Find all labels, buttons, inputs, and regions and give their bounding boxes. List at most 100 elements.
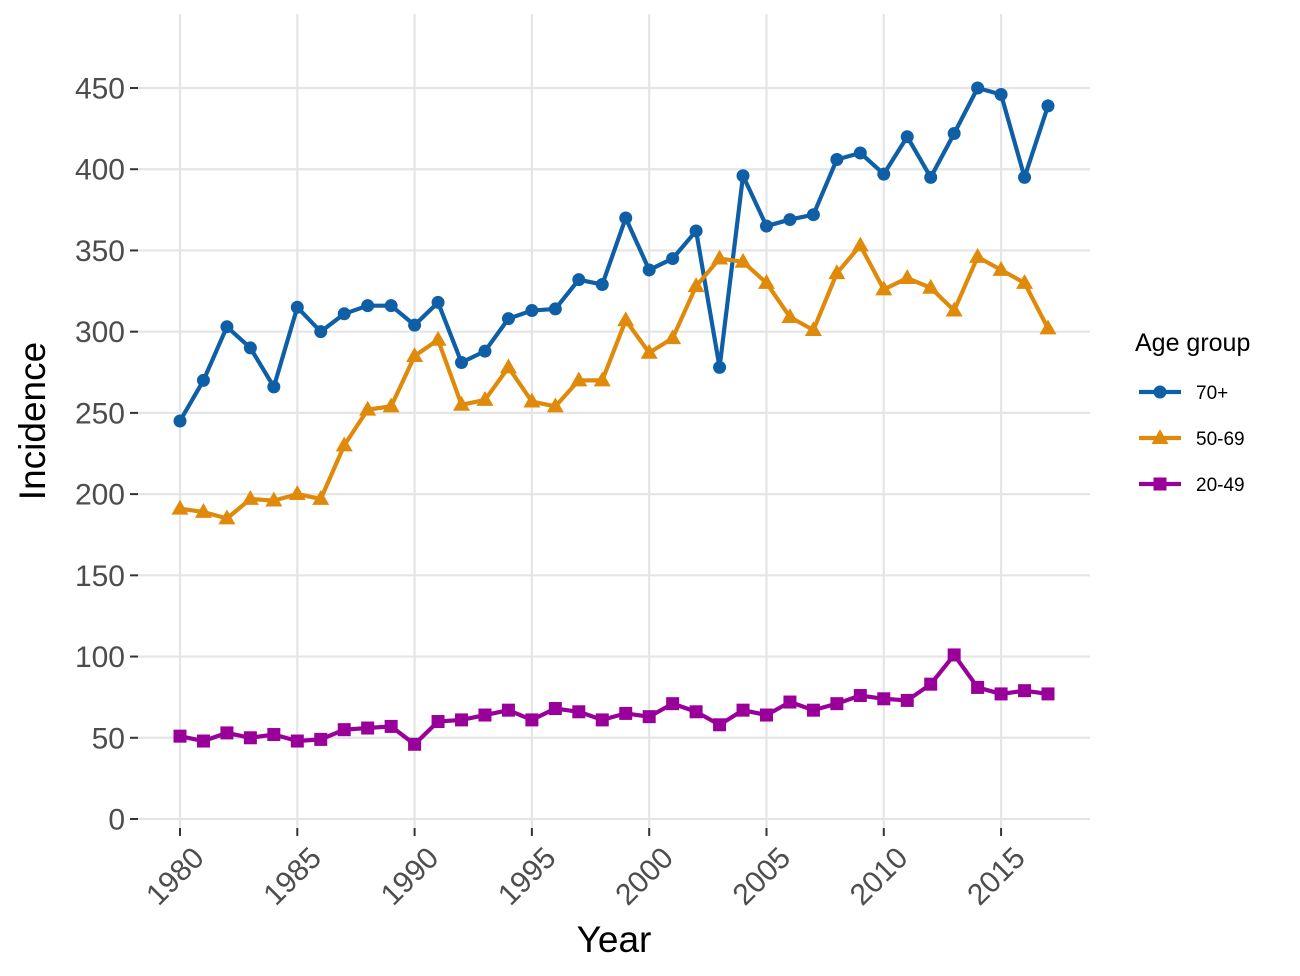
data-point-50-69 <box>429 330 447 346</box>
data-point-20-49 <box>689 705 703 719</box>
data-point-70 <box>994 87 1008 101</box>
y-tick-label: 300 <box>75 316 125 349</box>
x-tick-label: 1980 <box>140 841 211 912</box>
data-point-70 <box>431 295 445 309</box>
data-point-70 <box>1041 99 1055 113</box>
data-point-70 <box>759 219 773 233</box>
data-point-20-49 <box>525 713 539 727</box>
data-point-70 <box>971 81 985 95</box>
legend-key-marker <box>1153 385 1167 399</box>
data-point-20-49 <box>314 732 328 746</box>
data-point-20-49 <box>759 708 773 722</box>
series-50-69 <box>171 236 1057 525</box>
x-tick-label: 2010 <box>844 841 915 912</box>
data-point-20-49 <box>830 697 844 711</box>
plot-area <box>171 81 1057 751</box>
data-point-70 <box>1018 170 1032 184</box>
data-point-20-49 <box>1018 684 1032 698</box>
series-70 <box>173 81 1055 428</box>
legend-key-marker <box>1153 477 1167 491</box>
data-point-70 <box>314 325 328 339</box>
data-point-20-49 <box>900 693 914 707</box>
y-axis-title: Incidence <box>12 342 53 500</box>
series-20-49 <box>173 648 1055 751</box>
data-point-50-69 <box>171 499 189 515</box>
data-point-20-49 <box>384 719 398 733</box>
data-point-70 <box>830 152 844 166</box>
data-point-50-69 <box>875 280 893 296</box>
legend-item-70: 70+ <box>1139 383 1228 404</box>
x-tick-label: 2005 <box>727 841 798 912</box>
legend-key-marker <box>1151 429 1169 444</box>
data-point-50-69 <box>734 252 752 268</box>
data-point-50-69 <box>546 397 564 413</box>
data-point-50-69 <box>828 264 846 280</box>
data-point-20-49 <box>572 705 586 719</box>
data-point-20-49 <box>595 713 609 727</box>
data-point-70 <box>947 126 961 140</box>
data-point-70 <box>501 312 515 326</box>
x-tick-label: 1995 <box>492 841 563 912</box>
legend-label: 70+ <box>1196 383 1228 404</box>
data-point-20-49 <box>431 715 445 729</box>
data-point-70 <box>455 356 469 370</box>
x-tick-label: 1990 <box>375 841 446 912</box>
data-point-70 <box>619 211 633 225</box>
data-point-20-49 <box>853 689 867 703</box>
data-point-20-49 <box>478 708 492 722</box>
data-point-70 <box>572 273 586 287</box>
data-point-50-69 <box>922 278 940 294</box>
x-tick-label: 2000 <box>609 841 680 912</box>
data-point-20-49 <box>501 703 515 717</box>
y-tick-label: 200 <box>75 479 125 512</box>
data-point-50-69 <box>851 236 869 252</box>
legend-label: 20-49 <box>1196 475 1245 496</box>
data-point-70 <box>924 170 938 184</box>
data-point-70 <box>525 304 539 318</box>
x-tick-label: 2015 <box>961 841 1032 912</box>
data-point-20-49 <box>806 703 820 717</box>
data-point-50-69 <box>969 248 987 263</box>
data-point-70 <box>713 360 727 374</box>
data-point-20-49 <box>408 737 422 751</box>
data-point-50-69 <box>570 371 588 387</box>
data-point-70 <box>548 302 562 316</box>
data-point-70 <box>196 373 210 387</box>
data-point-20-49 <box>267 728 281 742</box>
data-point-50-69 <box>523 392 541 408</box>
data-point-20-49 <box>994 687 1008 701</box>
data-point-70 <box>806 208 820 222</box>
data-point-70 <box>267 380 281 394</box>
legend: Age group 70+ 50-69 20-49 <box>1135 329 1250 496</box>
data-point-70 <box>173 414 187 428</box>
axes: 0 50 100 150 200 250 300 350 400 450 1980 1985 1990 1… <box>75 73 1032 912</box>
data-point-70 <box>783 213 797 227</box>
data-point-20-49 <box>196 734 210 748</box>
data-point-50-69 <box>499 358 517 374</box>
data-point-20-49 <box>243 731 257 745</box>
data-point-70 <box>689 224 703 238</box>
data-point-20-49 <box>173 729 187 743</box>
data-point-50-69 <box>382 397 400 413</box>
data-point-20-49 <box>220 726 234 740</box>
y-tick-label: 150 <box>75 560 125 593</box>
data-point-20-49 <box>642 710 656 724</box>
data-point-50-69 <box>265 491 283 507</box>
data-point-50-69 <box>687 277 705 293</box>
data-point-50-69 <box>335 436 353 452</box>
y-tick-label: 350 <box>75 235 125 268</box>
data-point-50-69 <box>593 371 611 387</box>
data-point-20-49 <box>548 702 562 716</box>
data-point-20-49 <box>971 680 985 694</box>
data-point-20-49 <box>947 648 961 662</box>
data-point-50-69 <box>241 490 259 505</box>
data-point-70 <box>642 263 656 277</box>
data-point-70 <box>361 299 375 313</box>
data-point-70 <box>337 307 351 321</box>
data-point-20-49 <box>361 721 375 735</box>
data-point-50-69 <box>1016 274 1034 289</box>
data-point-70 <box>736 169 750 183</box>
data-point-70 <box>478 344 492 358</box>
y-tick-label: 400 <box>75 154 125 187</box>
